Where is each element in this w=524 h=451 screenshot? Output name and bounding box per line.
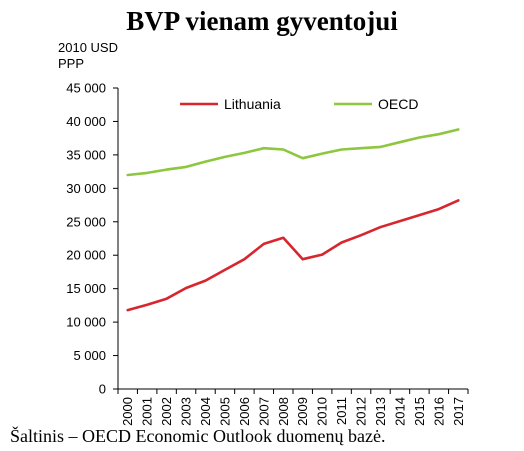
- x-tick-label: 2012: [354, 397, 369, 426]
- chart-title: BVP vienam gyventojui: [126, 6, 398, 36]
- y-tick-label: 0: [99, 382, 106, 397]
- y-tick-label: 35 000: [66, 147, 106, 162]
- x-tick-label: 2010: [315, 397, 330, 426]
- x-tick-label: 2004: [198, 397, 213, 426]
- y-tick-label: 20 000: [66, 248, 106, 263]
- x-tick-label: 2007: [256, 397, 271, 426]
- x-tick-label: 2014: [392, 397, 407, 426]
- source-note: Šaltinis – OECD Economic Outlook duomenų…: [10, 426, 386, 446]
- y-tick-label: 25 000: [66, 214, 106, 229]
- x-tick-label: 2013: [373, 397, 388, 426]
- y-axis-unit-label: 2010 USD PPP: [58, 40, 138, 72]
- x-tick-label: 2008: [276, 397, 291, 426]
- x-tick-label: 2011: [334, 397, 349, 425]
- y-tick-label: 30 000: [66, 181, 106, 196]
- y-tick-label: 15 000: [66, 281, 106, 296]
- x-tick-label: 2016: [431, 397, 446, 426]
- x-tick-label: 2009: [295, 397, 310, 426]
- series-line-oecd: [126, 128, 460, 177]
- x-tick-label: 2017: [451, 397, 466, 426]
- legend-label-oecd: OECD: [378, 96, 418, 112]
- y-tick-label: 40 000: [66, 114, 106, 129]
- x-tick-label: 2003: [179, 397, 194, 426]
- y-axis-unit-line-2: PPP: [58, 56, 85, 71]
- series-line-lithuania: [126, 199, 460, 312]
- y-axis-unit-line-1: 2010 USD: [58, 40, 118, 55]
- y-tick-label: 45 000: [66, 81, 106, 96]
- x-tick-label: 2000: [120, 397, 135, 426]
- x-tick-label: 2002: [159, 397, 174, 426]
- x-tick-label: 2005: [217, 397, 232, 426]
- y-tick-label: 10 000: [66, 315, 106, 330]
- legend-label-lithuania: Lithuania: [224, 96, 281, 112]
- x-tick-label: 2015: [412, 397, 427, 426]
- x-tick-label: 2001: [140, 397, 155, 426]
- x-tick-label: 2006: [237, 397, 252, 426]
- y-tick-label: 5 000: [73, 348, 106, 363]
